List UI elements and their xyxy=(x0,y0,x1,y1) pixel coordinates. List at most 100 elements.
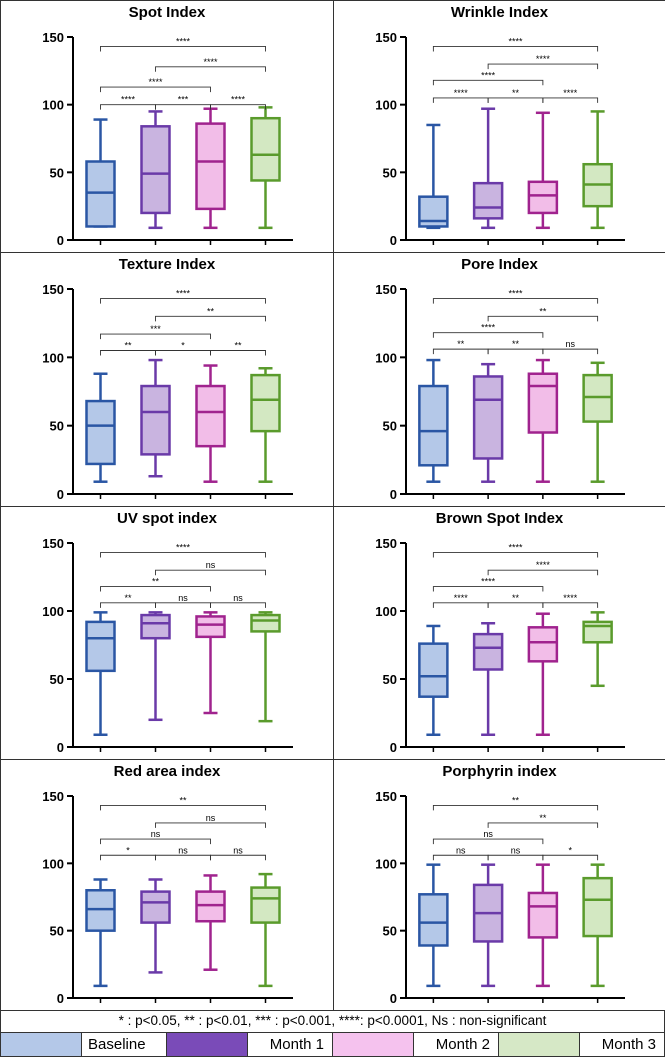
significance-bracket: ** xyxy=(487,593,544,608)
significance-bracket: **** xyxy=(100,289,266,304)
iqr-box xyxy=(85,620,116,673)
legend-swatch-month-2 xyxy=(333,1033,414,1056)
significance-bracket: **** xyxy=(542,593,599,608)
y-tick-label: 150 xyxy=(375,536,397,551)
bracket-line xyxy=(487,315,599,322)
box-month2 xyxy=(527,358,559,483)
significance-bracket: * xyxy=(542,845,599,861)
box-plot-red-area-index: 0 50 100 150 ** ns ns * ns ns xyxy=(42,789,293,1006)
box-plot-porphyrin-index: 0 50 100 150 ** ** ns ns ns * xyxy=(375,789,625,1006)
y-tick-label: 0 xyxy=(390,740,397,755)
iqr-box xyxy=(140,613,171,640)
iqr-box xyxy=(527,891,559,939)
significance-label: ns xyxy=(456,845,466,855)
bracket-line xyxy=(100,854,156,861)
bracket-line xyxy=(487,602,544,608)
significance-bracket: ** xyxy=(100,593,156,608)
bracket-line xyxy=(100,350,156,356)
iqr-box xyxy=(250,886,281,924)
bracket-line xyxy=(100,602,156,608)
y-tick-label: 150 xyxy=(42,30,64,45)
box-month2 xyxy=(195,611,226,715)
bracket-line xyxy=(210,602,266,608)
significance-bracket: **** xyxy=(432,36,599,52)
significance-label: ns xyxy=(206,813,216,823)
legend-swatch-month-3 xyxy=(499,1033,580,1056)
significance-label: **** xyxy=(481,577,496,587)
bracket-line xyxy=(155,315,266,322)
significance-label: * xyxy=(126,845,130,855)
bracket-line xyxy=(100,586,211,592)
box-baseline xyxy=(418,123,449,230)
significance-bracket: ** xyxy=(100,795,266,811)
bracket-line xyxy=(432,854,489,861)
significance-label: ** xyxy=(124,341,132,351)
bracket-line xyxy=(487,348,544,355)
significance-label: ns xyxy=(206,560,216,570)
bracket-line xyxy=(210,350,266,356)
iqr-box xyxy=(418,384,449,467)
box-baseline xyxy=(85,372,116,483)
box-month1 xyxy=(140,611,171,722)
y-tick-label: 150 xyxy=(375,282,397,297)
legend-label: Month 1 xyxy=(269,1036,324,1053)
bracket-line xyxy=(432,332,544,338)
significance-label: ** xyxy=(457,339,465,349)
significance-label: ** xyxy=(179,795,187,805)
bracket-line xyxy=(155,104,211,110)
bracket-line xyxy=(155,854,211,861)
significance-bracket: ns xyxy=(542,339,599,355)
significance-bracket: ** xyxy=(210,341,266,356)
significance-label: **** xyxy=(563,593,578,603)
bracket-line xyxy=(155,822,266,828)
significance-bracket: * xyxy=(155,341,211,356)
legend-label: Month 2 xyxy=(435,1036,490,1053)
significance-bracket: ** xyxy=(487,813,599,828)
y-tick-label: 0 xyxy=(57,991,64,1006)
significance-label: ns xyxy=(151,829,161,839)
significance-bracket: ** xyxy=(155,306,266,322)
significance-bracket: **** xyxy=(210,95,266,110)
significance-label: **** xyxy=(121,95,136,105)
iqr-box xyxy=(472,632,504,671)
iqr-box xyxy=(582,373,613,423)
bracket-line xyxy=(487,854,544,861)
iqr-box xyxy=(527,180,559,215)
significance-bracket: ** xyxy=(487,88,544,103)
y-tick-label: 100 xyxy=(375,98,397,113)
iqr-box xyxy=(140,125,171,215)
y-tick-label: 50 xyxy=(383,672,397,687)
significance-label: ** xyxy=(234,341,242,351)
box-month1 xyxy=(472,863,504,988)
significance-bracket: **** xyxy=(155,57,266,72)
significance-label: **** xyxy=(508,289,523,299)
significance-bracket: **** xyxy=(542,88,599,103)
significance-bracket: ns xyxy=(210,593,266,608)
y-tick-label: 150 xyxy=(375,30,397,45)
y-tick-label: 50 xyxy=(50,672,64,687)
iqr-box xyxy=(472,375,504,460)
y-tick-label: 150 xyxy=(375,789,397,804)
chart-title: Wrinkle Index xyxy=(450,4,549,21)
panel-texture-index: Texture Index 0 50 100 150 **** ** *** ** * ** xyxy=(0,252,334,507)
iqr-box xyxy=(85,399,116,466)
significance-label: **** xyxy=(536,560,551,570)
box-baseline xyxy=(85,611,116,737)
iqr-box xyxy=(85,889,116,932)
panel-uv-spot-index: UV spot index 0 50 100 150 **** ns ** ** ns ns xyxy=(0,506,334,760)
panel-porphyrin-index: Porphyrin index 0 50 100 150 ** ** ns ns ns * xyxy=(333,759,665,1011)
iqr-box xyxy=(527,372,559,434)
bracket-line xyxy=(100,104,156,110)
box-month1 xyxy=(472,107,504,230)
significance-bracket: **** xyxy=(432,88,489,103)
y-tick-label: 0 xyxy=(390,991,397,1006)
bracket-line xyxy=(155,350,211,356)
box-month3 xyxy=(582,863,613,988)
box-month3 xyxy=(250,106,281,230)
significance-label: ** xyxy=(512,339,520,349)
significance-label: **** xyxy=(481,70,496,80)
significance-bracket: ns xyxy=(155,813,266,828)
significance-bracket: ns xyxy=(432,845,489,861)
